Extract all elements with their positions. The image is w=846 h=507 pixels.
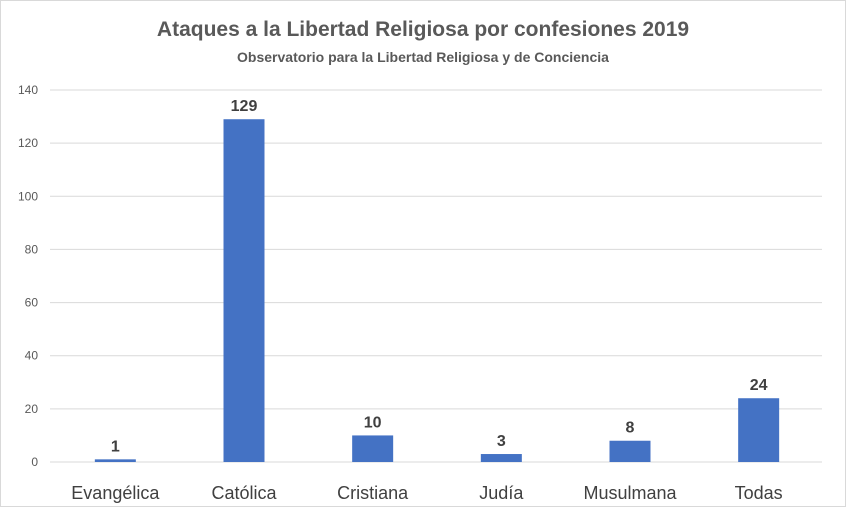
x-category-label: Cristiana [337,483,409,503]
y-tick-label: 60 [25,296,39,310]
data-label: 1 [111,438,120,455]
bar [94,459,136,462]
data-label: 24 [750,377,768,394]
data-label: 129 [231,98,258,115]
y-tick-label: 100 [18,189,38,203]
y-tick-label: 0 [31,455,38,469]
x-category-label: Todas [735,483,783,503]
bar [223,119,265,462]
x-category-label: Judía [479,483,524,503]
y-tick-label: 40 [25,349,39,363]
data-label: 10 [364,414,382,431]
y-tick-label: 80 [25,242,39,256]
x-category-label: Católica [211,483,277,503]
x-category-label: Evangélica [71,483,160,503]
chart-title: Ataques a la Libertad Religiosa por conf… [156,18,690,41]
data-label: 8 [626,420,635,437]
bar [352,435,394,462]
chart-subtitle: Observatorio para la Libertad Religiosa … [237,49,609,65]
bar [738,398,780,462]
bar [480,454,522,462]
x-category-label: Musulmana [583,483,677,503]
bar [609,440,651,462]
data-label: 3 [497,433,506,450]
y-tick-label: 120 [18,136,38,150]
y-tick-label: 140 [18,83,38,97]
y-tick-label: 20 [25,402,39,416]
